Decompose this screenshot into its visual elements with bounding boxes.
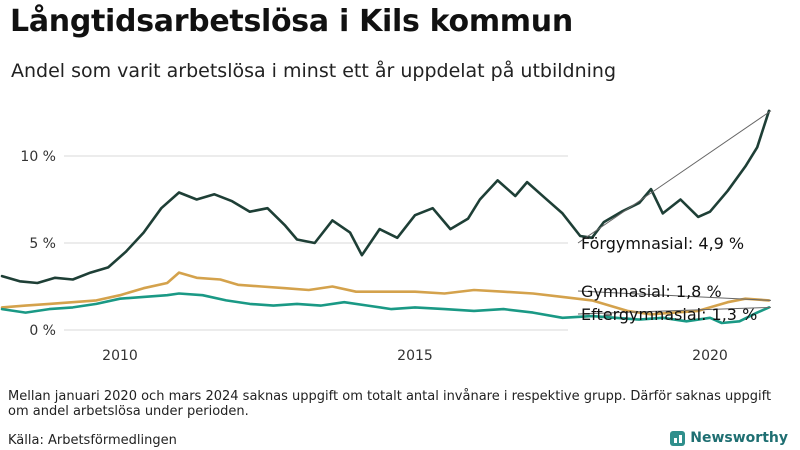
line-chart: 0 %5 %10 %201020152020jun 2025Förgymnasi… <box>0 109 772 364</box>
series-end-label: Eftergymnasial: 1,3 % <box>581 305 757 324</box>
x-tick-label: 2020 <box>692 348 728 364</box>
chart-title: Långtidsarbetslösa i Kils kommun <box>10 4 573 39</box>
y-tick-label: 0 % <box>29 323 56 339</box>
series-end-label: Förgymnasial: 4,9 % <box>581 234 744 253</box>
label-connector <box>577 306 772 315</box>
series-line-eftergymnasial <box>0 292 771 325</box>
chart-subtitle: Andel som varit arbetslösa i minst ett å… <box>11 60 617 82</box>
newsworthy-logo[interactable]: Newsworthy <box>670 430 788 446</box>
y-tick-label: 5 % <box>29 236 56 252</box>
label-connector <box>577 110 772 244</box>
y-tick-label: 10 % <box>20 149 56 165</box>
source-text: Källa: Arbetsförmedlingen <box>8 433 177 448</box>
footnote: Mellan januari 2020 och mars 2024 saknas… <box>8 389 772 419</box>
series-line-gymnasial <box>0 271 771 316</box>
label-connector <box>577 290 772 301</box>
x-tick-label: 2015 <box>397 348 433 364</box>
series-line-förgymnasial <box>0 109 771 285</box>
newsworthy-logo-icon <box>670 430 686 446</box>
series-end-label: Gymnasial: 1,8 % <box>581 282 722 301</box>
x-tick-label: 2010 <box>102 348 138 364</box>
brand-name: Newsworthy <box>690 430 788 446</box>
